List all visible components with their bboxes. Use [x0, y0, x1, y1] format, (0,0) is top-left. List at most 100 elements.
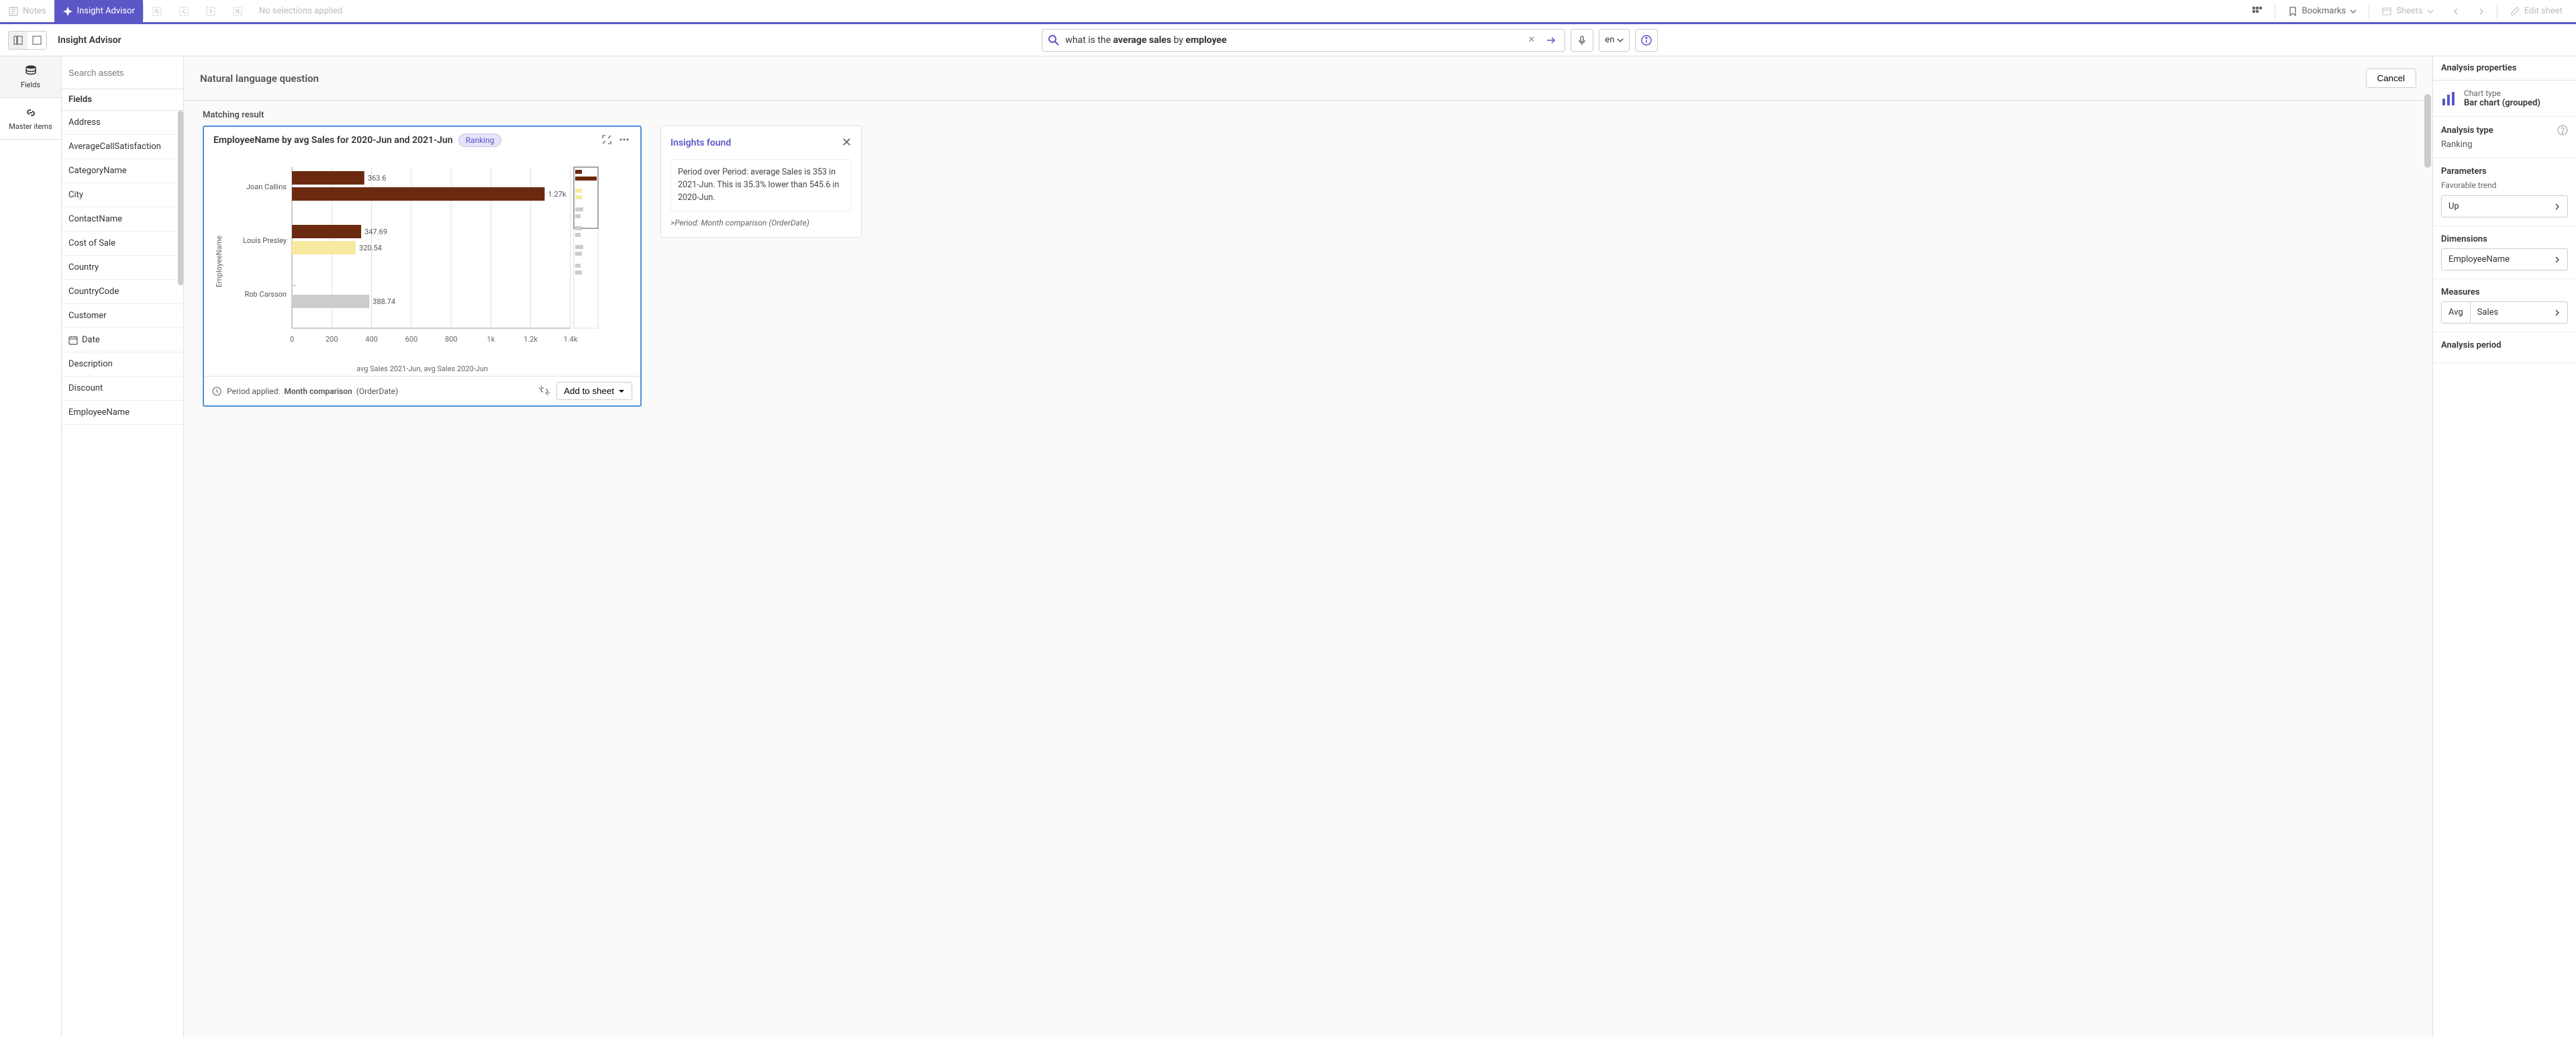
field-item[interactable]: Discount — [62, 377, 183, 401]
selections-tool-button[interactable] — [2245, 0, 2269, 23]
rail-item-master[interactable]: Master items — [0, 98, 61, 140]
chart-type-row[interactable]: Chart type Bar chart (grouped) — [2433, 81, 2576, 117]
field-item-label: EmployeeName — [68, 407, 130, 417]
y-axis-label: EmployeeName — [213, 160, 225, 362]
step-back-button[interactable] — [170, 0, 197, 23]
field-item-label: ContactName — [68, 214, 122, 224]
expand-icon[interactable] — [601, 134, 613, 146]
insights-card: Insights found ✕ Period over Period: ave… — [660, 126, 862, 238]
favorable-trend-label: Favorable trend — [2441, 181, 2568, 190]
measure-agg: Avg — [2442, 302, 2471, 323]
field-item[interactable]: Address — [62, 111, 183, 135]
clear-selections-button[interactable] — [224, 0, 251, 23]
svg-text:1.27k: 1.27k — [548, 190, 566, 199]
field-item-label: CategoryName — [68, 166, 127, 176]
matching-result-label: Matching result — [184, 101, 2432, 126]
smart-search-button[interactable] — [144, 0, 170, 23]
next-sheet-button[interactable] — [2471, 0, 2491, 23]
mic-button[interactable] — [1571, 29, 1593, 52]
field-item[interactable]: City — [62, 183, 183, 207]
page-title: Insight Advisor — [58, 35, 121, 46]
svg-text:347.69: 347.69 — [364, 228, 387, 236]
measure-select[interactable]: Avg Sales — [2441, 301, 2568, 324]
chart-type-label: Chart type — [2464, 89, 2540, 98]
field-item[interactable]: Customer — [62, 304, 183, 328]
clear-search-button[interactable]: ✕ — [1525, 35, 1538, 45]
help-icon[interactable] — [2557, 125, 2568, 136]
add-to-sheet-button[interactable]: Add to sheet — [556, 382, 632, 400]
field-item-label: Address — [68, 117, 101, 128]
field-item-label: City — [68, 190, 83, 200]
insight-icon — [62, 6, 73, 17]
view-toggle-full[interactable] — [28, 32, 46, 49]
insights-title: Insights found — [671, 138, 731, 148]
submit-search-button[interactable] — [1543, 35, 1559, 46]
clear-icon — [232, 6, 243, 17]
nl-search-box[interactable]: what is the average sales by employee ✕ — [1042, 29, 1565, 52]
rail-master-label: Master items — [9, 122, 52, 131]
sheets-button[interactable]: Sheets — [2375, 0, 2440, 23]
search-text: what is the average sales by employee — [1065, 35, 1520, 46]
smart-search-icon — [152, 6, 162, 17]
bookmarks-button[interactable]: Bookmarks — [2281, 0, 2364, 23]
no-selections-label: No selections applied — [251, 0, 351, 23]
svg-text:Louis Presley: Louis Presley — [243, 236, 287, 245]
svg-text:363.6: 363.6 — [368, 174, 387, 183]
field-item-label: Cost of Sale — [68, 238, 115, 248]
props-header: Analysis properties — [2433, 56, 2576, 81]
info-button[interactable] — [1635, 29, 1658, 52]
insight-advisor-label: Insight Advisor — [77, 6, 135, 16]
properties-panel: Analysis properties Chart type Bar chart… — [2432, 56, 2576, 1037]
period-applied: Period applied: Month comparison (OrderD… — [227, 387, 398, 396]
more-icon[interactable] — [619, 134, 631, 146]
field-item[interactable]: EmployeeName — [62, 401, 183, 425]
field-item[interactable]: AverageCallSatisfaction — [62, 135, 183, 159]
chart-badge: Ranking — [458, 134, 502, 147]
language-value: en — [1605, 35, 1614, 45]
unlink-icon[interactable] — [539, 385, 551, 397]
rail-item-fields[interactable]: Fields — [0, 56, 61, 98]
step-back-icon — [179, 6, 189, 17]
clock-icon — [212, 387, 221, 396]
insight-advisor-button[interactable]: Insight Advisor — [54, 0, 143, 23]
edit-sheet-button[interactable]: Edit sheet — [2503, 0, 2569, 23]
notes-button[interactable]: Notes — [0, 0, 54, 23]
chevron-down-icon — [2427, 8, 2434, 15]
chart-type-value: Bar chart (grouped) — [2464, 98, 2540, 108]
language-selector[interactable]: en — [1599, 29, 1630, 52]
measures-label: Measures — [2441, 287, 2480, 297]
bar-chart-icon — [2441, 91, 2457, 107]
insights-note: >Period: Month comparison (OrderDate) — [671, 218, 852, 228]
svg-text:1k: 1k — [487, 335, 495, 344]
field-item[interactable]: ContactName — [62, 207, 183, 232]
favorable-trend-select[interactable]: Up — [2441, 195, 2568, 217]
view-toggle — [8, 31, 47, 50]
top-toolbar: Notes Insight Advisor No selections appl… — [0, 0, 2576, 24]
chart-plot: 02004006008001k1.2k1.4kJoan Callins363.6… — [225, 160, 631, 362]
rail-fields-label: Fields — [21, 81, 40, 89]
chevron-right-icon — [2554, 309, 2561, 316]
close-insights-button[interactable]: ✕ — [842, 136, 852, 150]
chart-title: EmployeeName by avg Sales for 2020-Jun a… — [213, 135, 453, 146]
bookmark-icon — [2287, 6, 2298, 17]
fields-scrollbar[interactable] — [178, 111, 183, 285]
link-icon — [24, 106, 38, 119]
field-item[interactable]: CountryCode — [62, 280, 183, 304]
step-forward-button[interactable] — [197, 0, 224, 23]
field-item[interactable]: Cost of Sale — [62, 232, 183, 256]
edit-sheet-label: Edit sheet — [2524, 6, 2563, 16]
field-item[interactable]: Date — [62, 328, 183, 352]
svg-text:200: 200 — [326, 335, 338, 344]
fields-panel: Fields AddressAverageCallSatisfactionCat… — [62, 56, 184, 1037]
view-toggle-panel[interactable] — [9, 32, 28, 49]
field-item[interactable]: CategoryName — [62, 159, 183, 183]
svg-text:600: 600 — [405, 335, 418, 344]
prev-sheet-button[interactable] — [2446, 0, 2466, 23]
dimension-select[interactable]: EmployeeName — [2441, 248, 2568, 270]
search-assets-input[interactable] — [68, 63, 177, 82]
field-item[interactable]: Description — [62, 352, 183, 377]
cancel-button[interactable]: Cancel — [2366, 68, 2417, 88]
field-item[interactable]: Country — [62, 256, 183, 280]
center-scrollbar[interactable] — [2424, 94, 2431, 168]
dropdown-icon — [618, 388, 625, 395]
